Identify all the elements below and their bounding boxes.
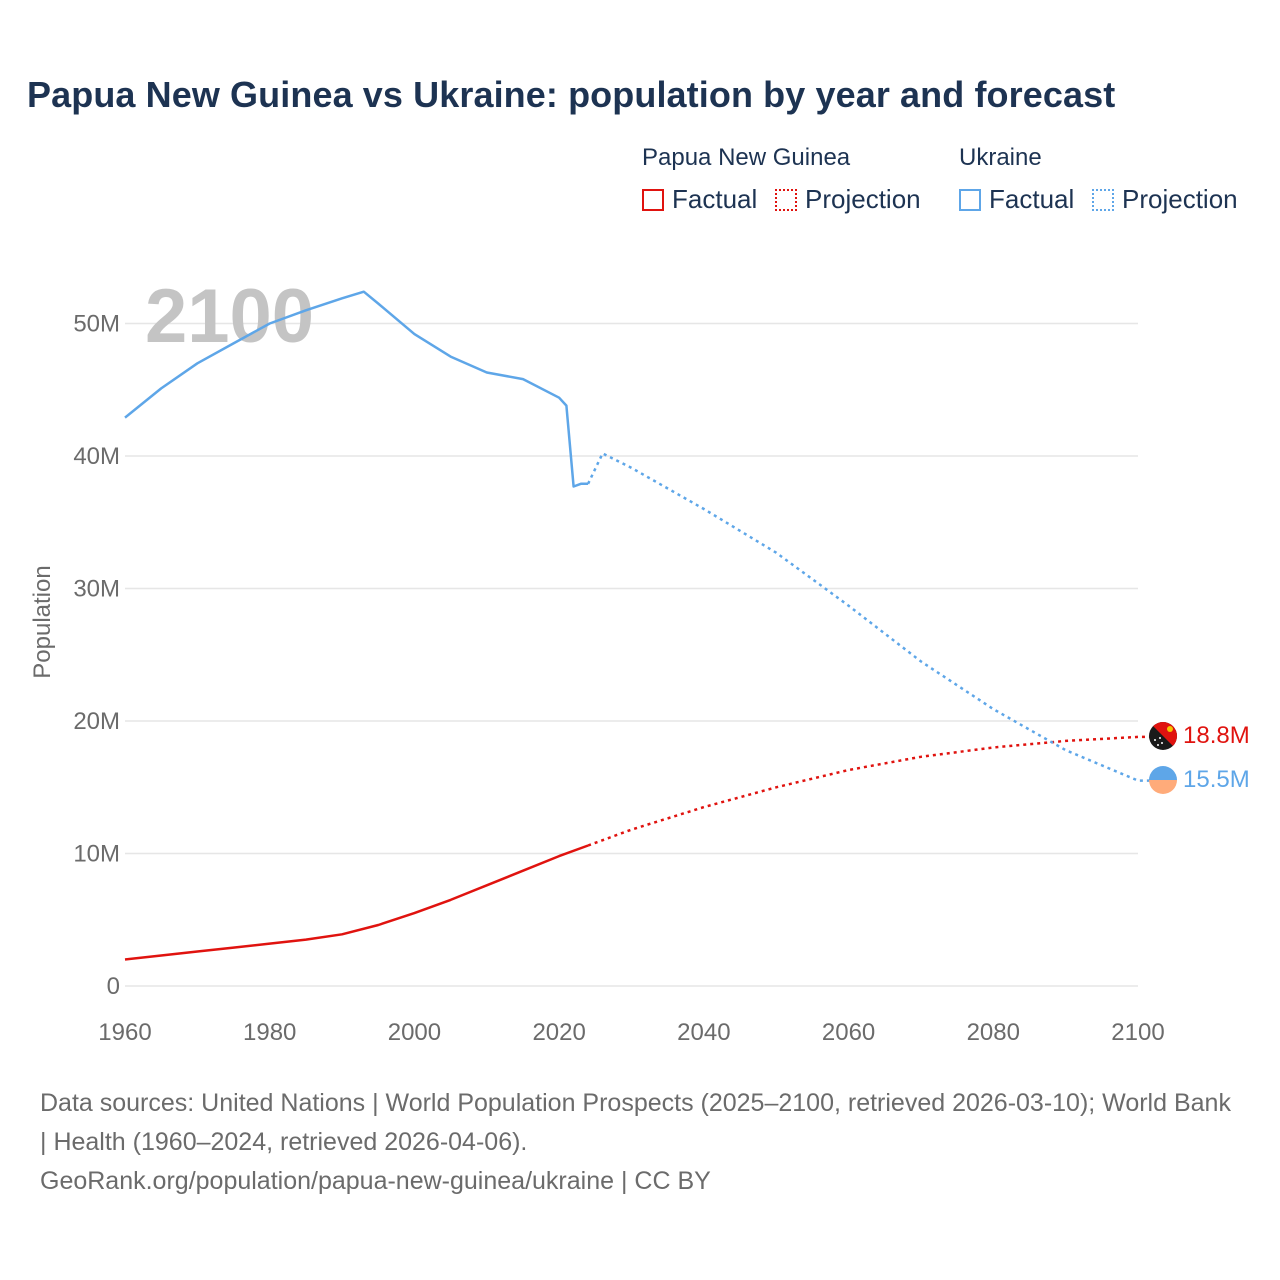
y-tick-label-40M: 40M (73, 443, 120, 470)
x-tick-label-2080: 2080 (967, 1019, 1020, 1046)
x-tick-label-1980: 1980 (243, 1019, 296, 1046)
end-markers: 18.8M 15.5M (1149, 722, 1250, 794)
y-tick-label-20M: 20M (73, 708, 120, 735)
legend-item-png-projection[interactable]: Projection (775, 184, 921, 215)
legend-item-ukraine-factual[interactable]: Factual (959, 184, 1074, 215)
y-axis-label: Population (29, 565, 56, 678)
end-label-papua-new-guinea: 18.8M (1183, 722, 1250, 749)
x-tick-label-2040: 2040 (677, 1019, 730, 1046)
legend-group-papua-new-guinea: Papua New Guinea (642, 144, 851, 171)
y-tick-label-30M: 30M (73, 576, 120, 603)
ukraine-projection-line (586, 451, 1152, 782)
legend-label-png-factual: Factual (672, 184, 758, 214)
legend-swatch-png-projection (775, 188, 797, 211)
legend-label-ukraine-factual: Factual (989, 184, 1075, 214)
legend-item-png-factual[interactable]: Factual (642, 184, 757, 215)
chart-grid (125, 322, 1138, 987)
x-tick-label-2060: 2060 (822, 1019, 875, 1046)
legend-item-ukraine-projection[interactable]: Projection (1092, 184, 1238, 215)
legend-swatch-ukraine-projection (1092, 188, 1114, 211)
population-chart: 2100 Population 0 10M 20M 30M 40M 50M 1960 198… (29, 274, 1250, 1046)
ukraine-factual-line (124, 290, 589, 488)
y-tick-label-50M: 50M (73, 311, 120, 338)
ukraine-flag-icon (1149, 766, 1177, 794)
papua-new-guinea-flag-icon (1149, 722, 1177, 750)
data-sources-note: Data sources: United Nations | World Pop… (40, 1084, 1240, 1201)
legend-group-ukraine: Ukraine (959, 144, 1042, 171)
source-line-1: Data sources: United Nations | World Pop… (40, 1089, 1231, 1156)
legend-label-png-projection: Projection (805, 184, 921, 214)
papua-new-guinea-projection-line (587, 735, 1152, 847)
y-tick-label-10M: 10M (73, 841, 120, 868)
y-tick-label-0: 0 (107, 973, 120, 1000)
papua-new-guinea-factual-line (124, 844, 589, 961)
legend-swatch-png-factual (642, 188, 664, 211)
source-line-2: GeoRank.org/population/papua-new-guinea/… (40, 1167, 711, 1195)
legend-swatch-ukraine-factual (959, 188, 981, 211)
chart-series (124, 290, 1152, 961)
x-tick-label-2100: 2100 (1111, 1019, 1164, 1046)
x-tick-label-2020: 2020 (532, 1019, 585, 1046)
end-label-ukraine: 15.5M (1183, 766, 1250, 793)
y-axis-ticks: 0 10M 20M 30M 40M 50M (73, 311, 120, 1001)
legend-label-ukraine-projection: Projection (1122, 184, 1238, 214)
x-tick-label-2000: 2000 (388, 1019, 441, 1046)
x-axis-ticks: 1960 1980 2000 2020 2040 2060 2080 2100 (98, 1019, 1164, 1046)
x-tick-label-1960: 1960 (98, 1019, 151, 1046)
chart-title: Papua New Guinea vs Ukraine: population … (27, 74, 1116, 115)
